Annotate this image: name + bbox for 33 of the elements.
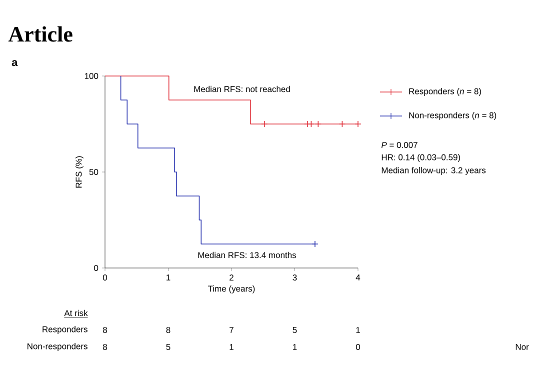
y-tick-label: 50: [89, 169, 98, 176]
text: 8: [166, 326, 170, 334]
text: Non-responders: [28, 343, 88, 351]
annotation: Median RFS: 13.4 months: [198, 252, 296, 258]
text: 5: [292, 327, 297, 333]
y-tick-label: 0: [94, 264, 98, 272]
x-tick-label: 4: [356, 274, 360, 280]
text: Article: [8, 26, 72, 42]
text: HR: 0.14 (0.03–0.59): [382, 154, 460, 162]
text: a: [12, 60, 18, 66]
text: 0: [356, 344, 360, 350]
y-axis-title: RFS (%): [76, 156, 84, 188]
text: Nor: [516, 344, 529, 350]
x-tick-label: 1: [166, 274, 170, 280]
x-tick-label: 2: [230, 274, 234, 280]
text: 1: [356, 327, 360, 333]
legend-label: Non-responders (n = 8): [409, 112, 496, 120]
text: 5: [166, 344, 170, 350]
text: Median follow-up: 3.2 years: [382, 167, 486, 175]
legend-label: Responders (n = 8): [409, 88, 481, 96]
x-axis-title: Time (years): [208, 285, 255, 294]
x-tick-label: 3: [292, 274, 297, 281]
text: 7: [230, 327, 234, 333]
text: P = 0.007: [381, 142, 418, 148]
text: Responders: [42, 326, 88, 334]
annotation: Median RFS: not reached: [194, 86, 290, 92]
text: 8: [103, 344, 107, 350]
x-tick-label: 0: [102, 274, 108, 281]
text: 1: [293, 344, 297, 350]
text: At risk: [64, 310, 88, 316]
text: 8: [103, 326, 107, 334]
y-tick-label: 100: [84, 72, 98, 80]
text: 1: [230, 344, 234, 350]
